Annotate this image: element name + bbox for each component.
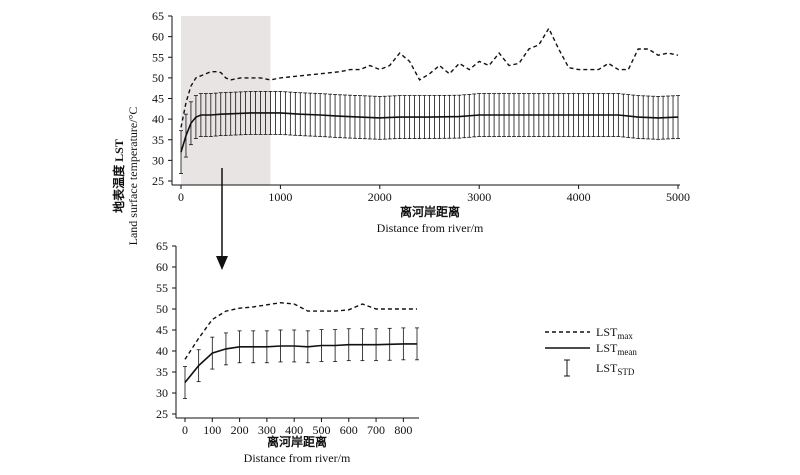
bottom-xlabel: Distance from river/m <box>244 451 351 465</box>
bottom-error-bars <box>183 327 419 399</box>
x-tick-label: 700 <box>367 423 385 437</box>
top-xlabel: Distance from river/m <box>377 221 484 235</box>
y-tick-label: 35 <box>152 133 164 147</box>
y-tick-label: 30 <box>152 153 164 167</box>
x-tick-label: 2000 <box>368 190 392 204</box>
y-tick-label: 45 <box>152 92 164 106</box>
top-x-ticks: 0 1000 2000 3000 4000 5000 <box>178 185 690 204</box>
top-xlabel-cn: 离河岸距离 <box>400 204 460 219</box>
legend: LSTmax LSTmean LSTSTD <box>545 325 637 377</box>
y-tick-label: 60 <box>152 30 164 44</box>
x-tick-label: 100 <box>203 423 221 437</box>
y-tick-label: 50 <box>152 71 164 85</box>
y-tick-label: 45 <box>156 323 168 337</box>
bottom-mean-line <box>184 343 417 384</box>
zoom-arrow <box>216 168 228 270</box>
bottom-chart: 25 30 35 40 45 50 55 60 65 0 100 200 300 400 500 600 70… <box>156 239 419 465</box>
y-tick-label: 50 <box>156 302 168 316</box>
ylabel-cn: 地表温度 LST <box>111 139 126 213</box>
legend-max-label: LSTmax <box>596 325 633 341</box>
legend-mean-label: LSTmean <box>596 341 637 357</box>
top-chart: 25 30 35 40 45 50 55 60 65 0 1000 2000 3000 4000 5000… <box>152 9 690 235</box>
x-tick-label: 200 <box>231 423 249 437</box>
y-tick-label: 55 <box>152 50 164 64</box>
error-bar <box>676 95 680 139</box>
top-mean-line <box>180 112 679 153</box>
bottom-y-ticks: 25 30 35 40 45 50 55 60 65 <box>156 239 176 421</box>
legend-std-swatch <box>564 359 570 377</box>
top-y-ticks: 25 30 35 40 45 50 55 60 65 <box>152 9 172 188</box>
x-tick-label: 5000 <box>666 190 690 204</box>
y-tick-label: 65 <box>156 239 168 253</box>
y-tick-label: 35 <box>156 365 168 379</box>
x-tick-label: 1000 <box>268 190 292 204</box>
bottom-max-line <box>184 301 417 360</box>
x-tick-label: 0 <box>178 190 184 204</box>
x-tick-label: 400 <box>285 423 303 437</box>
ylabel: Land surface temperature/°C <box>126 107 140 246</box>
x-tick-label: 3000 <box>467 190 491 204</box>
legend-std-label: LSTSTD <box>596 361 635 377</box>
y-tick-label: 40 <box>152 112 164 126</box>
x-tick-label: 600 <box>340 423 358 437</box>
bottom-xlabel-cn: 离河岸距离 <box>267 434 327 449</box>
y-tick-label: 55 <box>156 281 168 295</box>
x-tick-label: 0 <box>182 423 188 437</box>
y-tick-label: 30 <box>156 386 168 400</box>
y-tick-label: 25 <box>156 407 168 421</box>
top-max-line <box>180 26 679 128</box>
x-tick-label: 800 <box>394 423 412 437</box>
bottom-x-ticks: 0 100 200 300 400 500 600 700 800 <box>182 418 412 437</box>
x-tick-label: 500 <box>312 423 330 437</box>
y-tick-label: 40 <box>156 344 168 358</box>
x-tick-label: 4000 <box>567 190 591 204</box>
x-tick-label: 300 <box>258 423 276 437</box>
y-tick-label: 65 <box>152 9 164 23</box>
error-bar <box>179 130 183 174</box>
y-tick-label: 60 <box>156 260 168 274</box>
y-tick-label: 25 <box>152 174 164 188</box>
